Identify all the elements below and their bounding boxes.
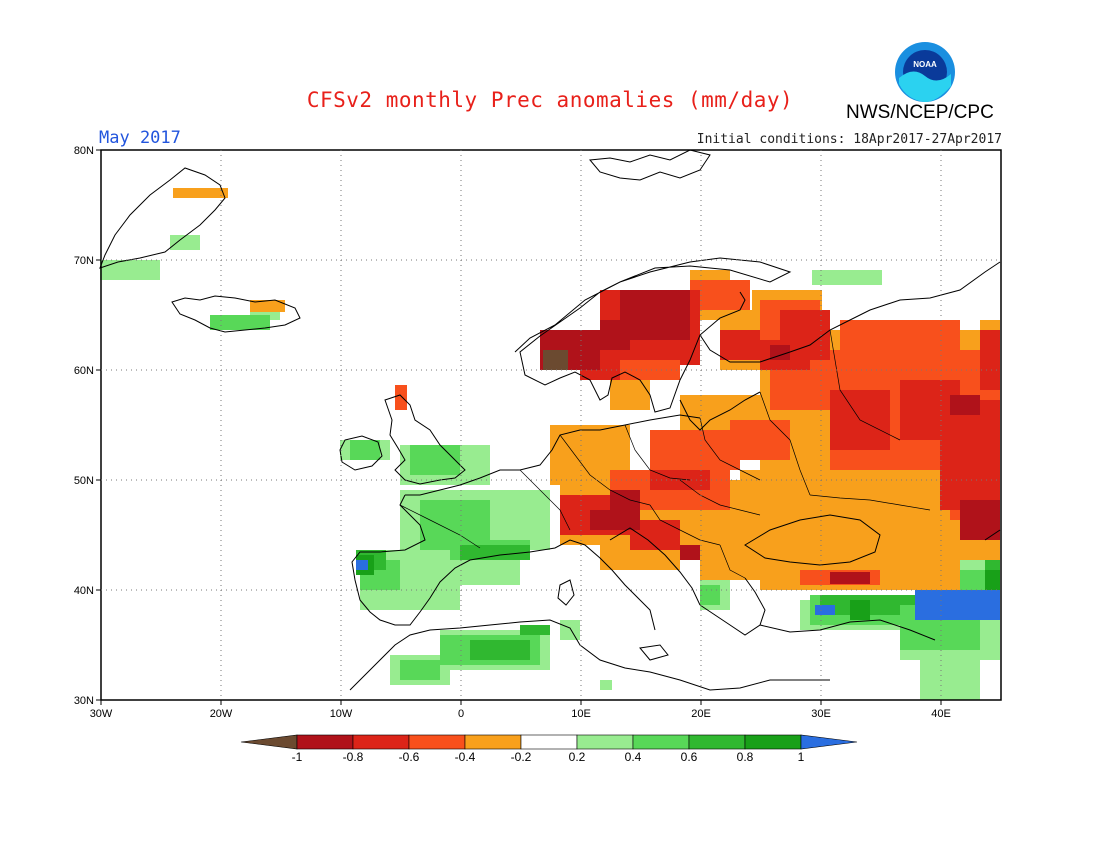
colorbar-left-arrow bbox=[240, 734, 298, 750]
anomaly-cell bbox=[900, 620, 980, 650]
anomaly-cell bbox=[356, 560, 368, 570]
anomaly-cell bbox=[170, 235, 200, 250]
anomaly-cell bbox=[900, 320, 960, 340]
colorbar-label: -0.8 bbox=[343, 750, 364, 764]
colorbar-swatch bbox=[296, 734, 354, 750]
anomaly-cell bbox=[915, 590, 1000, 620]
lat-tick-label: 30N bbox=[74, 695, 94, 707]
colorbar-label: 0.6 bbox=[681, 750, 698, 764]
colorbar-swatch bbox=[576, 734, 634, 750]
lat-tick-label: 40N bbox=[74, 585, 94, 597]
anomaly-cell bbox=[350, 440, 380, 460]
anomaly-cell bbox=[700, 540, 760, 580]
colorbar-swatch bbox=[688, 734, 746, 750]
lon-tick-label: 0 bbox=[458, 708, 464, 720]
lon-tick-label: 30W bbox=[90, 708, 113, 720]
lon-tick-label: 30E bbox=[811, 708, 831, 720]
lon-tick-label: 40E bbox=[931, 708, 951, 720]
anomaly-cell bbox=[210, 315, 270, 330]
colorbar-swatches bbox=[240, 734, 858, 750]
colorbar-swatch bbox=[632, 734, 690, 750]
colorbar-label: -0.6 bbox=[399, 750, 420, 764]
anomaly-cell bbox=[950, 395, 980, 415]
anomaly-cell bbox=[812, 270, 882, 285]
lat-tick-label: 60N bbox=[74, 365, 94, 377]
agency-label: NWS/NCEP/CPC bbox=[846, 102, 994, 123]
anomaly-cell bbox=[730, 420, 790, 460]
noaa-logo-text: NOAA bbox=[913, 60, 937, 69]
anomaly-cell bbox=[720, 330, 760, 360]
colorbar-label: -0.4 bbox=[455, 750, 476, 764]
anomaly-cells bbox=[100, 188, 1000, 700]
anomaly-cell bbox=[560, 620, 580, 640]
anomaly-cell bbox=[543, 350, 568, 370]
anomaly-cell bbox=[830, 572, 870, 584]
anomaly-cell bbox=[650, 430, 740, 470]
anomaly-cell bbox=[395, 385, 407, 410]
anomaly-cell bbox=[100, 260, 160, 280]
anomaly-cell bbox=[173, 188, 228, 198]
lon-tick-label: 20E bbox=[691, 708, 711, 720]
anomaly-cell bbox=[985, 570, 1000, 590]
coastlines bbox=[99, 149, 1001, 691]
anomaly-cell bbox=[920, 660, 980, 700]
colorbar-swatch bbox=[744, 734, 802, 750]
lon-tick-label: 10E bbox=[571, 708, 591, 720]
colorbar-label: 0.8 bbox=[737, 750, 754, 764]
anomaly-cell bbox=[680, 345, 700, 365]
colorbar-label: 0.4 bbox=[625, 750, 642, 764]
anomaly-cell bbox=[520, 625, 550, 635]
graticule bbox=[96, 149, 1001, 705]
anomaly-cell bbox=[470, 640, 530, 660]
colorbar-swatch bbox=[464, 734, 522, 750]
anomaly-cell bbox=[980, 330, 1000, 390]
forecast-month: May 2017 bbox=[99, 128, 181, 148]
lon-tick-label: 10W bbox=[330, 708, 353, 720]
colorbar-label: -0.2 bbox=[511, 750, 532, 764]
country-borders bbox=[399, 329, 931, 579]
lat-tick-label: 80N bbox=[74, 145, 94, 157]
noaa-logo-bird bbox=[899, 71, 951, 102]
lon-tick-label: 20W bbox=[210, 708, 233, 720]
lat-tick-label: 70N bbox=[74, 255, 94, 267]
anomaly-cell bbox=[610, 490, 640, 530]
anomaly-cell bbox=[600, 320, 630, 350]
colorbar-swatch bbox=[408, 734, 466, 750]
colorbar-swatch bbox=[352, 734, 410, 750]
anomaly-cell bbox=[815, 605, 835, 615]
anomaly-cell bbox=[960, 500, 1000, 540]
anomaly-cell bbox=[850, 600, 870, 620]
anomaly-cell bbox=[680, 545, 700, 560]
initial-conditions-label: Initial conditions: 18Apr2017-27Apr2017 bbox=[696, 132, 1002, 147]
colorbar-swatch bbox=[520, 734, 578, 750]
colorbar-right-arrow bbox=[800, 734, 858, 750]
anomaly-cell bbox=[250, 300, 285, 312]
noaa-logo: NOAA bbox=[895, 42, 955, 102]
anomaly-cell bbox=[400, 660, 440, 680]
colorbar-labels: -1 -0.8 -0.6 -0.4 -0.2 0.2 0.4 0.6 0.8 1 bbox=[292, 750, 805, 764]
anomaly-cell bbox=[600, 680, 612, 690]
map-title: CFSv2 monthly Prec anomalies (mm/day) bbox=[306, 88, 794, 112]
anomaly-cell bbox=[460, 545, 530, 560]
anomaly-cell bbox=[700, 585, 720, 605]
anomaly-cell bbox=[770, 345, 790, 360]
anomaly-cell bbox=[620, 290, 690, 340]
lat-tick-label: 50N bbox=[74, 475, 94, 487]
anomaly-cell bbox=[940, 400, 1000, 510]
colorbar-label: 0.2 bbox=[569, 750, 586, 764]
map-frame bbox=[100, 149, 1002, 701]
anomaly-cell bbox=[410, 445, 460, 475]
colorbar-label: 1 bbox=[798, 750, 805, 764]
colorbar-label: -1 bbox=[292, 750, 303, 764]
